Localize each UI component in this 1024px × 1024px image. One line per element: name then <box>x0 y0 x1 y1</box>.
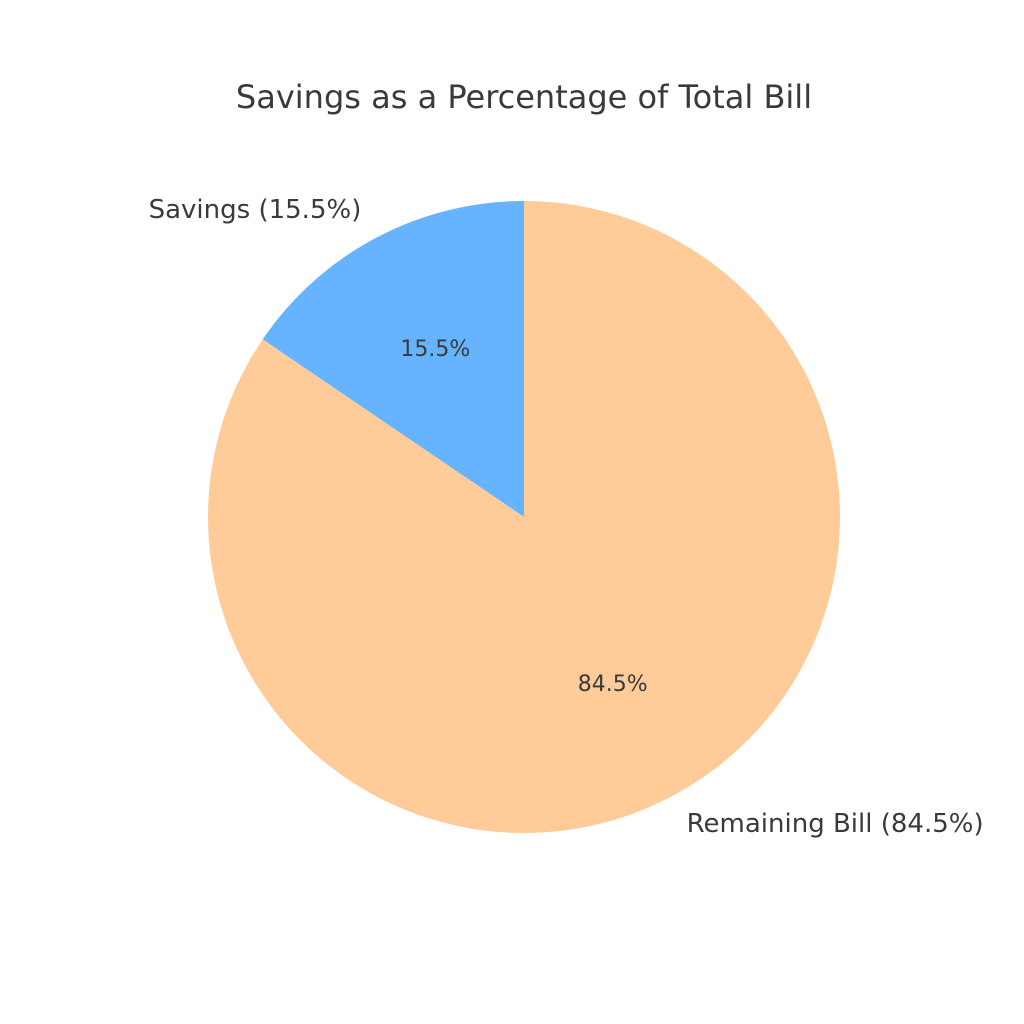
pie-slice-1 <box>208 201 841 833</box>
pie-slice-label: Remaining Bill (84.5%) <box>687 809 984 839</box>
pie-slice-0 <box>262 201 524 517</box>
pie-slice-percent-label: 84.5% <box>578 672 648 697</box>
pie-slice-percent-label: 15.5% <box>400 337 470 362</box>
pie-slice-label: Savings (15.5%) <box>149 195 362 225</box>
chart-title: Savings as a Percentage of Total Bill <box>236 78 812 116</box>
pie-labels: 15.5% Savings (15.5%) 84.5% Remaining Bill … <box>149 195 984 839</box>
pie-slices <box>208 201 841 833</box>
